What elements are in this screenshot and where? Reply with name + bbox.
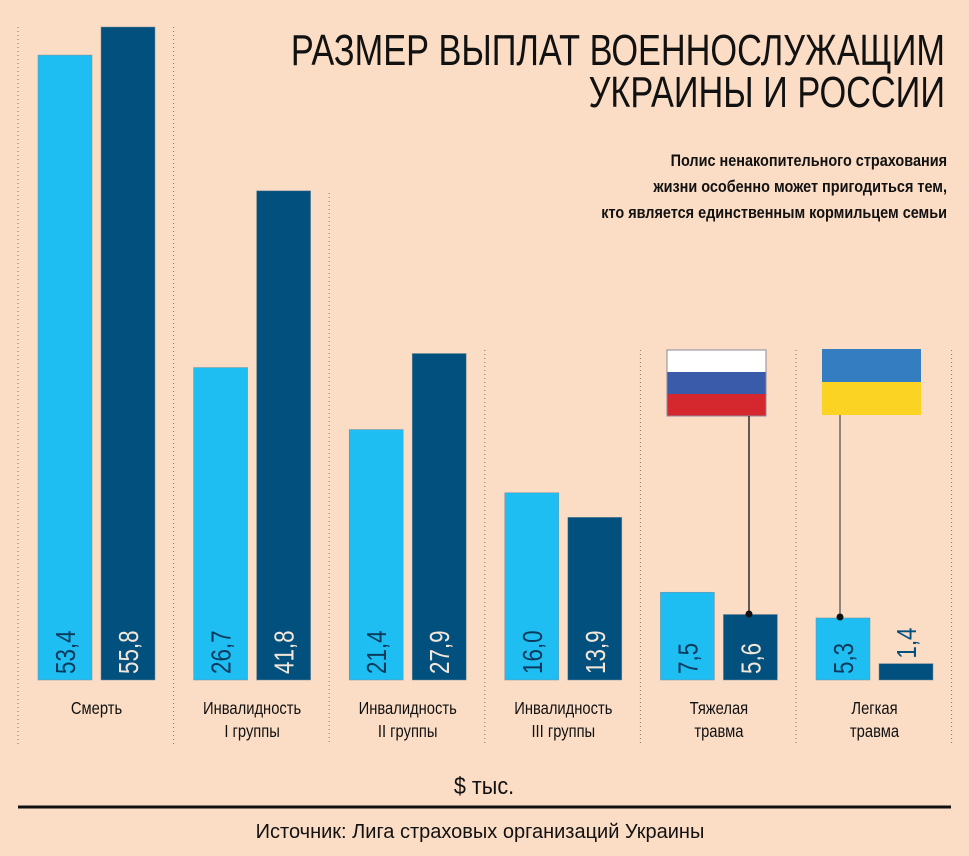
bar-value-label: 27,9: [425, 630, 456, 674]
category-label: Инвалидность: [203, 699, 301, 719]
bar-russia: [878, 663, 934, 681]
category-label: Смерть: [71, 699, 122, 719]
bar-ukraine: [193, 367, 248, 681]
category-label: Легкая: [851, 699, 897, 719]
bar-ukraine: [660, 591, 715, 681]
category-labels: Смерть Инвалидность I группы Инвалидность II…: [71, 699, 900, 742]
group-dividers: [17, 27, 953, 745]
title: РАЗМЕР ВЫПЛАТ ВОЕННОСЛУЖАЩИМ УКРАИНЫ И Р…: [291, 26, 945, 117]
bar-value-label: 5,6: [736, 643, 767, 674]
bar-ukraine: [504, 492, 560, 681]
bar-value-label: 21,4: [362, 630, 393, 674]
category-label: I группы: [224, 722, 280, 742]
bar-value-label: 7,5: [673, 643, 704, 674]
category-label: травма: [694, 722, 744, 742]
subtitle: Полис ненакопительного страхования жизни…: [601, 152, 947, 222]
bar-value-label: 13,9: [581, 630, 612, 674]
category-label: Инвалидность: [359, 699, 457, 719]
bar-russia: [723, 614, 778, 681]
bar-russia: [411, 353, 467, 681]
category-label: травма: [850, 722, 900, 742]
source-note: Источник: Лига страховых организаций Укр…: [256, 821, 705, 843]
bar-value-label: 41,8: [269, 630, 300, 674]
bar-value-label: 1,4: [892, 627, 923, 658]
bar-value-label: 5,3: [829, 643, 860, 674]
subtitle-line-3: кто является единственным кормильцем сем…: [601, 204, 947, 222]
bar-value-label: 26,7: [206, 630, 237, 674]
title-line-2: УКРАИНЫ И РОССИИ: [589, 68, 945, 117]
bar-value-label: 16,0: [518, 630, 549, 674]
bar-value-label: 53,4: [51, 630, 82, 674]
bar-ukraine: [37, 54, 93, 681]
category-label: Инвалидность: [514, 699, 612, 719]
bar-value-label: 55,8: [114, 630, 145, 674]
category-label: Тяжелая: [690, 699, 749, 719]
subtitle-line-2: жизни особенно может пригодиться тем,: [652, 178, 947, 196]
bar-ukraine: [815, 617, 871, 681]
category-label: II группы: [378, 722, 438, 742]
title-line-1: РАЗМЕР ВЫПЛАТ ВОЕННОСЛУЖАЩИМ: [291, 26, 945, 75]
bar-russia: [100, 26, 156, 681]
bar-russia: [256, 190, 311, 681]
subtitle-line-1: Полис ненакопительного страхования: [671, 152, 947, 170]
bar-russia: [567, 517, 623, 681]
ukraine-flag-icon: [822, 349, 921, 621]
bar-ukraine: [348, 429, 404, 681]
bars: 53,4 26,7 21,4 16,0 7,5 5,3 55,8 41,8 27,9 13,9 5,…: [37, 26, 934, 681]
russia-flag-icon: [666, 349, 767, 618]
category-label: III группы: [531, 722, 595, 742]
unit-label: $ тыс.: [454, 772, 514, 799]
